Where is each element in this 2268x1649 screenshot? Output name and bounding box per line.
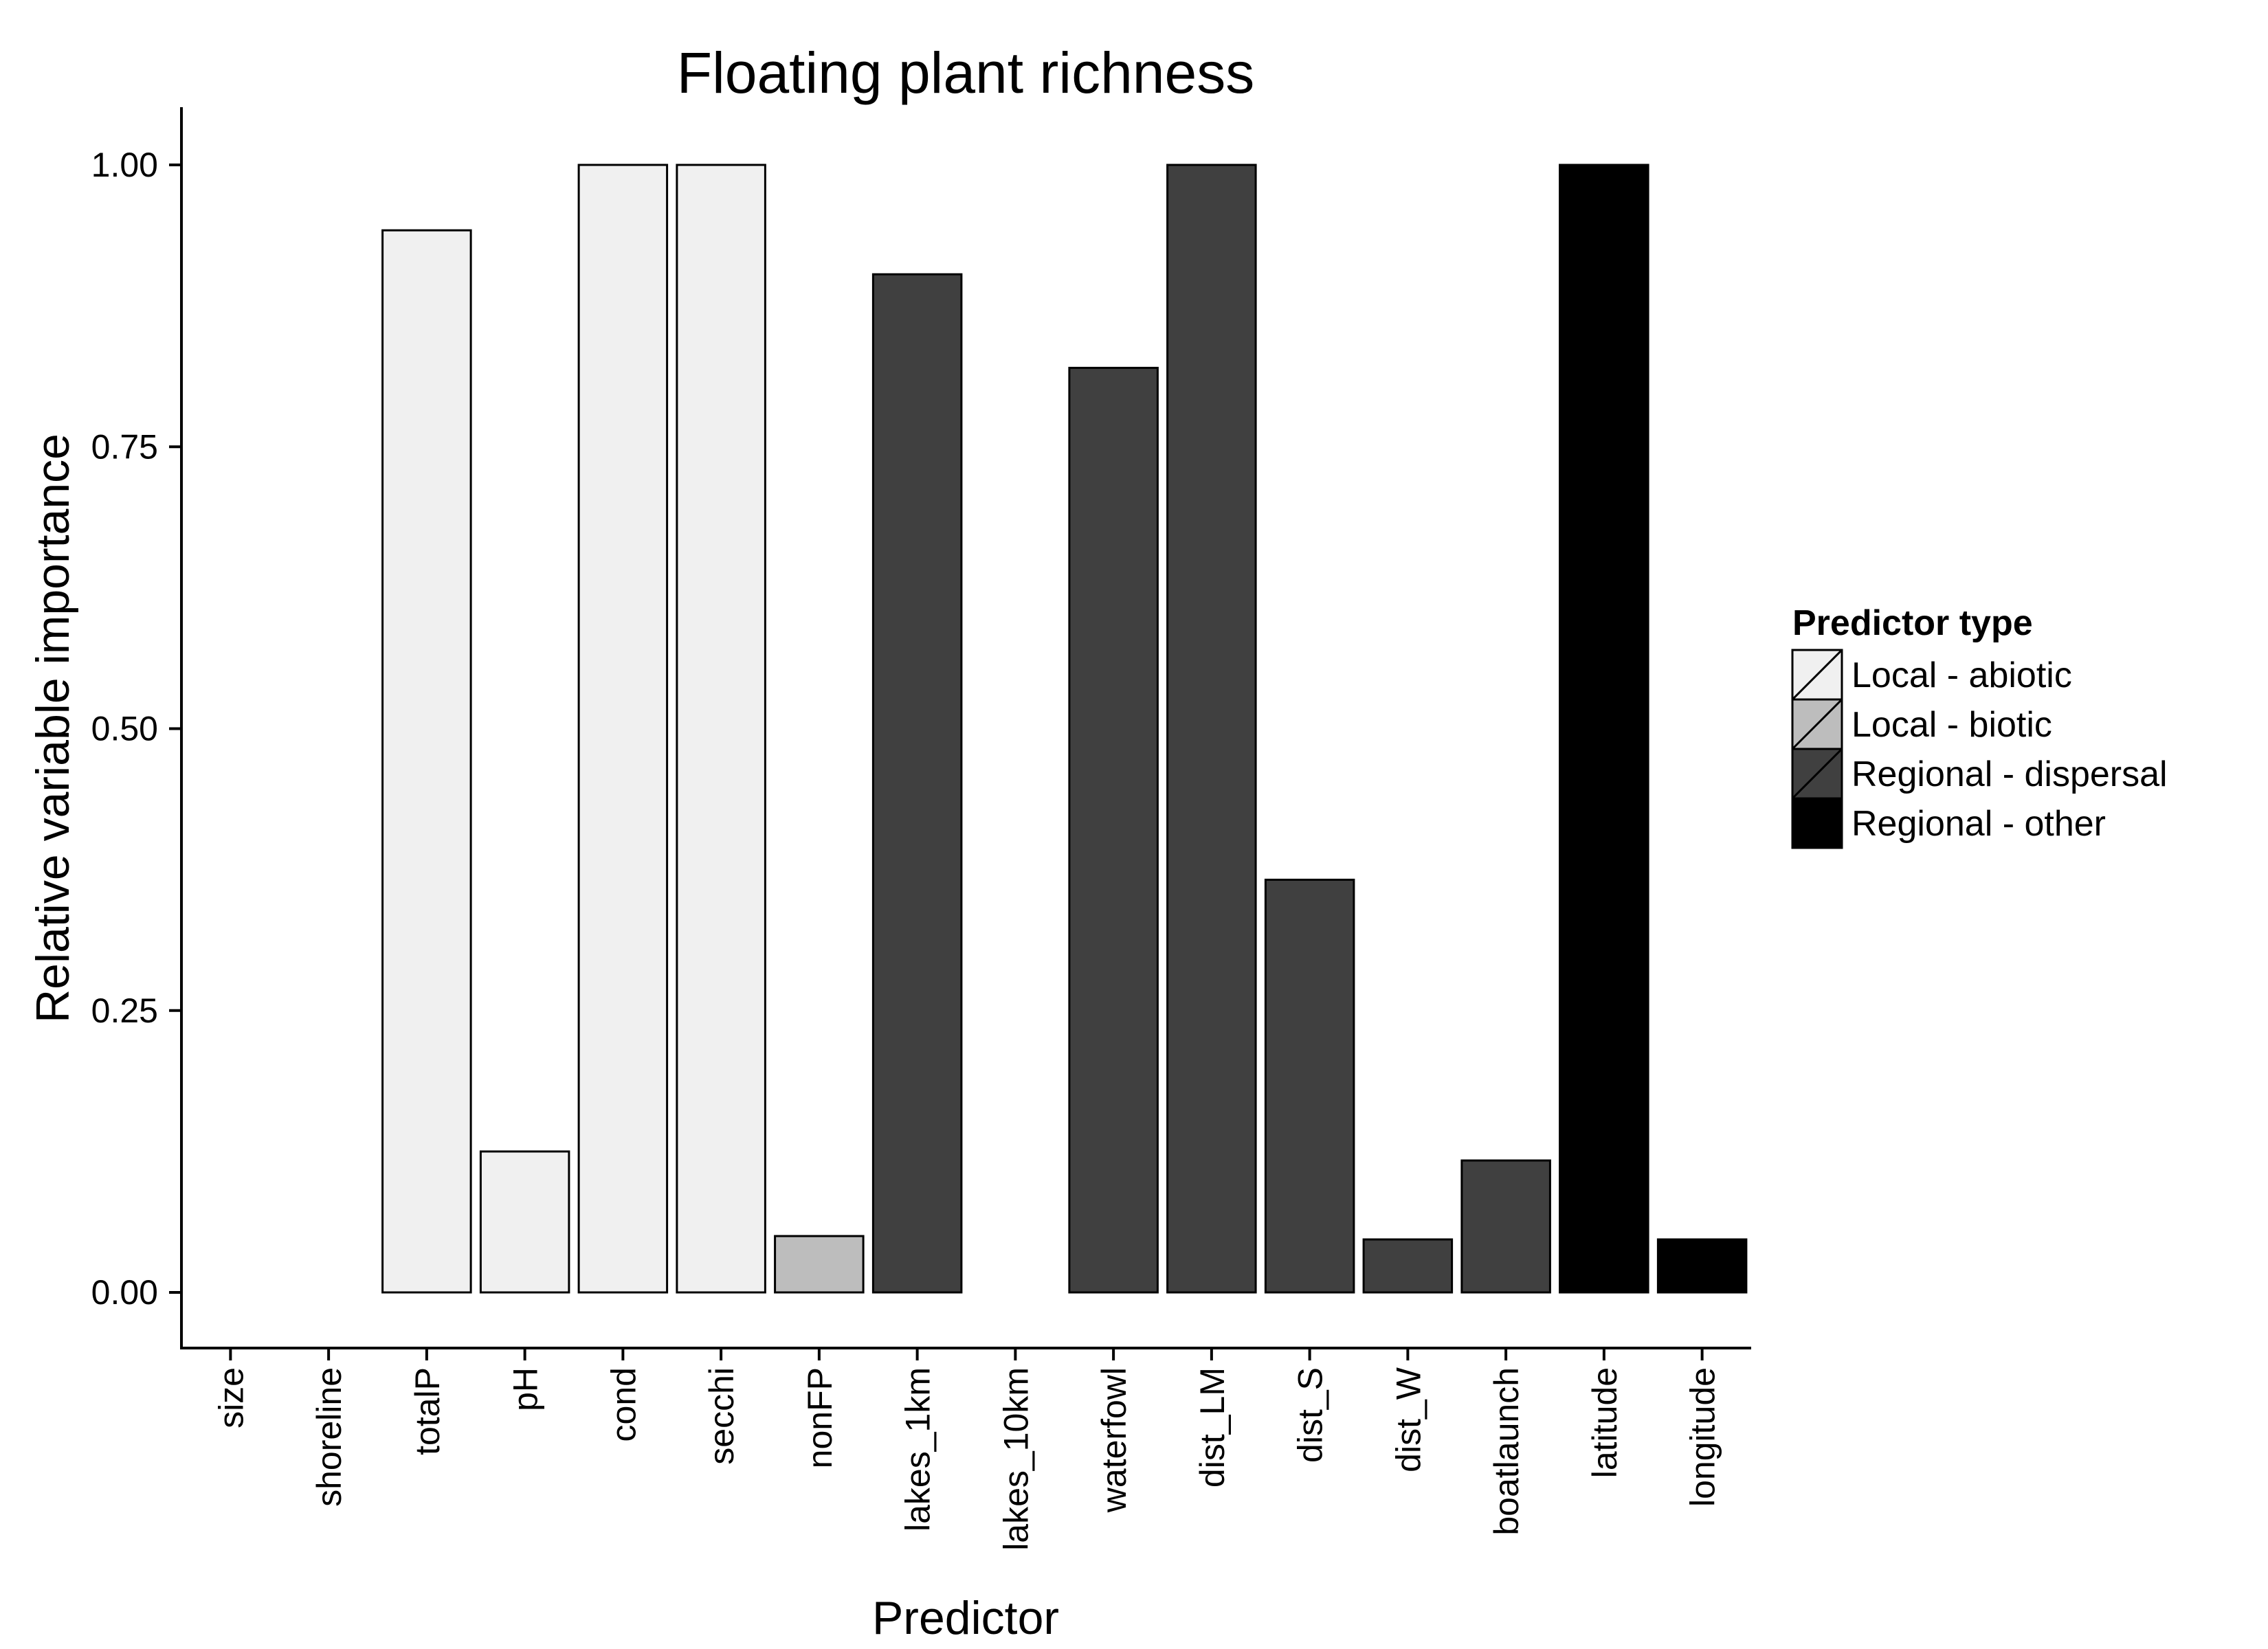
legend-label: Regional - other (1852, 804, 2106, 844)
x-axis-title: Predictor (872, 1592, 1059, 1644)
y-tick-label: 0.25 (91, 991, 158, 1030)
x-tick-label: pH (507, 1367, 545, 1411)
x-tick-label: boatlaunch (1487, 1367, 1526, 1536)
bar-longitude (1656, 1238, 1748, 1294)
bar-waterfowl (1068, 366, 1159, 1294)
x-tick-label: lakes_1km (899, 1367, 937, 1532)
bar-secchi (676, 164, 766, 1294)
chart-title: Floating plant richness (677, 41, 1254, 105)
legend-key (1791, 797, 1843, 849)
x-tick-label: shoreline (310, 1367, 348, 1507)
x-tick-label: waterfowl (1095, 1367, 1133, 1513)
legend: Predictor type Local - abiotic Local - bi… (1791, 603, 2168, 849)
bar-latitude (1559, 164, 1649, 1294)
x-tick-label: nonFP (801, 1367, 839, 1468)
x-tick-label: secchi (702, 1367, 741, 1465)
legend-label: Regional - dispersal (1852, 754, 2168, 794)
x-tick-label: size (212, 1367, 250, 1428)
legend-key-slash (1791, 698, 1843, 750)
x-tick-label: longitude (1684, 1367, 1722, 1507)
legend-title: Predictor type (1792, 603, 2033, 643)
y-axis-ticks: 0.00 0.25 0.50 0.75 1.00 (91, 146, 181, 1312)
legend-key-slash (1791, 748, 1843, 800)
legend-label: Local - biotic (1852, 705, 2052, 745)
bar-dist_W (1362, 1238, 1454, 1294)
y-tick-label: 0.50 (91, 710, 158, 748)
bar-pH (479, 1150, 570, 1294)
bar-boatlaunch (1460, 1159, 1551, 1294)
bar-lakes_1km (871, 273, 963, 1294)
bar-dist_S (1264, 878, 1355, 1294)
legend-entries: Local - abiotic Local - biotic Regional - … (1791, 649, 2168, 849)
y-tick-label: 1.00 (91, 146, 158, 184)
bar-nonFP (774, 1235, 865, 1294)
bar-cond (577, 164, 669, 1294)
x-tick-label: dist_LM (1193, 1367, 1232, 1488)
x-tick-label: totalP (408, 1367, 447, 1455)
x-tick-label: dist_W (1389, 1367, 1427, 1472)
bar-dist_LM (1166, 164, 1257, 1294)
x-tick-label: lakes_10km (997, 1367, 1035, 1551)
y-axis-title: Relative variable importance (27, 434, 79, 1023)
x-tick-label: dist_S (1291, 1367, 1330, 1463)
x-tick-label: cond (604, 1367, 643, 1442)
y-tick-label: 0.00 (91, 1273, 158, 1312)
x-tick-label: latitude (1586, 1367, 1624, 1478)
legend-label: Local - abiotic (1852, 655, 2072, 695)
legend-key-slash (1791, 649, 1843, 701)
bar-totalP (381, 229, 472, 1294)
bars-group (381, 164, 1748, 1294)
y-tick-label: 0.75 (91, 427, 158, 466)
x-axis-ticks: size shoreline totalP pH cond secchi nonFP lake… (212, 1348, 1722, 1551)
